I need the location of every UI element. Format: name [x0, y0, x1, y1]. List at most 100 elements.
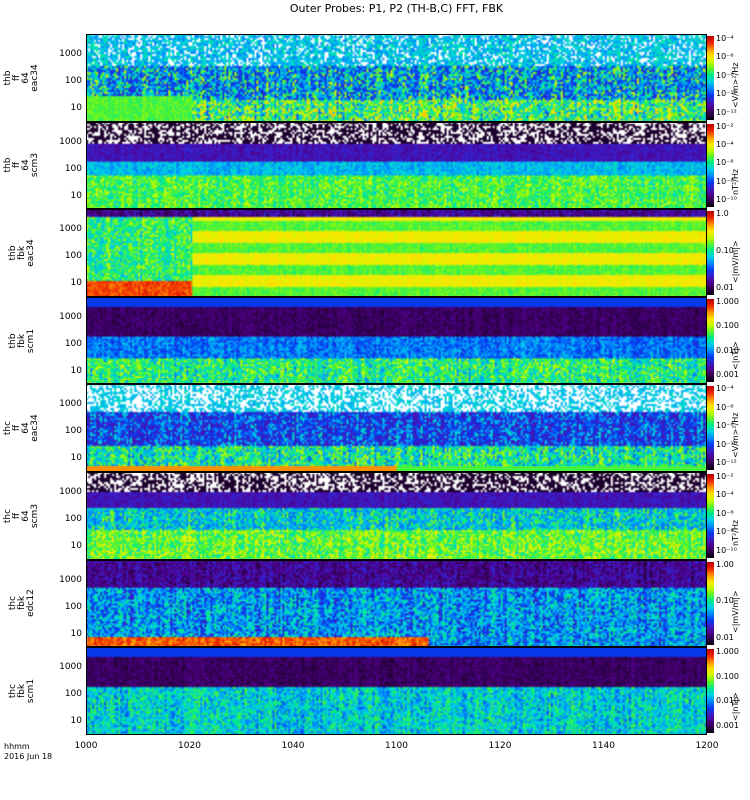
panel-label-word: scm1 [25, 678, 36, 704]
panel-label-thc_ff_scm3: thc ff 64 scm3 [2, 496, 42, 536]
y-tick-label: 10 [70, 365, 82, 376]
spectrogram-panel-thc_ff_eac34 [86, 384, 707, 472]
colorbar-tick-label: 10⁻⁴ [716, 140, 734, 149]
y-tick-label: 10 [70, 541, 82, 551]
y-tick-label: 100 [64, 338, 82, 349]
y-tick-label: 1000 [59, 136, 82, 147]
spectrogram-panel-thc_fbk_scm1 [86, 647, 707, 735]
colorbar-tick-label: 10⁻⁶ [716, 508, 734, 518]
chart-title: Outer Probes: P1, P2 (TH-B,C) FFT, FBK [289, 2, 504, 15]
y-tick-label: 1000 [59, 662, 82, 673]
colorbar-thc_fbk_e12 [707, 561, 714, 646]
y-tick-label: 1000 [59, 224, 82, 235]
spectrogram-panel-thb_ff_scm3 [86, 121, 707, 210]
colorbar-tick-label: 1.000 [716, 296, 739, 306]
colorbar-tick-label: 10⁻² [716, 121, 734, 131]
colorbar-tick-label: 0.001 [716, 720, 739, 730]
colorbar-tick-label: 10⁻¹⁰ [716, 545, 737, 555]
panel-label-word: scm3 [30, 153, 40, 178]
x-tick-label: 1040 [281, 741, 305, 751]
colorbar-tick-label: 0.10 [716, 596, 734, 606]
colorbar-thb_fbk_e12 [707, 211, 714, 295]
y-tick-label: 1000 [59, 574, 82, 585]
colorbar-tick-label: 10⁻⁴ [716, 34, 734, 43]
colorbar-thc_ff_eac34 [707, 386, 714, 470]
colorbar-tick-label: 10⁻⁶ [716, 158, 734, 168]
spectrogram-image-thc_fbk_scm1 [86, 647, 707, 735]
colorbar-tick-label: 10⁻⁶ [716, 402, 734, 412]
colorbar-unit-label: nT²/Hz [731, 519, 740, 546]
panel-label-thc_fbk_scm1: thc fbk scm1 [2, 671, 42, 711]
x-tick-label: 1100 [385, 741, 408, 751]
panel-label-word: eac34 [30, 64, 40, 92]
colorbar-tick-label: 10⁻¹⁰ [716, 195, 737, 205]
spectrogram-panel-thb_fbk_scm1 [86, 296, 707, 385]
y-tick-label: 10 [70, 103, 82, 113]
x-tick-label: 1140 [592, 741, 615, 751]
colorbar-tick-label: 10⁻¹⁰ [716, 439, 737, 449]
x-tick-label: 1120 [488, 741, 512, 751]
x-axis-date: 2016 Jun 18 [4, 752, 53, 761]
y-tick-label: 100 [64, 689, 82, 700]
colorbar-tick-label: 0.100 [716, 321, 739, 331]
spectrogram-image-thb_fbk_scm1 [86, 296, 707, 385]
panel-label-thb_ff_scm3: thb ff 64 scm3 [2, 145, 42, 185]
spectrogram-panel-thc_fbk_e12 [86, 559, 707, 648]
colorbar-tick-label: 0.01 [716, 633, 734, 643]
colorbar-thc_fbk_scm1 [707, 649, 714, 733]
colorbar-tick-label: 0.010 [716, 696, 739, 706]
colorbar-tick-label: 10⁻⁴ [716, 490, 734, 500]
panel-label-thb_ff_eac34: thb ff 64 eac34 [2, 58, 42, 98]
colorbar-unit-label: <|mV/m|> [731, 240, 740, 283]
colorbar-tick-label: 0.100 [716, 671, 739, 681]
colorbar-tick-label: 10⁻¹⁰ [716, 89, 737, 99]
x-tick-label: 1200 [695, 741, 719, 751]
colorbar-unit-label: <|nT|> [731, 341, 740, 371]
panel-label-word: scm1 [25, 328, 36, 353]
colorbar-tick-label: 10⁻¹² [716, 458, 737, 467]
y-tick-label: 1000 [59, 487, 82, 497]
y-tick-label: 100 [64, 426, 82, 437]
y-tick-label: 10 [70, 716, 82, 727]
colorbar-thb_fbk_scm1 [707, 298, 714, 383]
panel-label-word: scm3 [30, 503, 40, 528]
x-tick-label: 1020 [178, 741, 201, 751]
y-tick-label: 100 [64, 163, 82, 174]
colorbar-tick-label: 1.0 [716, 209, 729, 219]
panel-label-thc_ff_eac34: thc ff 64 eac34 [2, 408, 42, 448]
colorbar-unit-label: <|nT|> [731, 692, 740, 721]
colorbar-tick-label: 10⁻⁴ [716, 384, 734, 394]
y-tick-label: 1000 [59, 399, 82, 410]
spectrogram-image-thb_fbk_e12 [86, 209, 707, 297]
colorbar-tick-label: 0.001 [716, 370, 739, 380]
colorbar-tick-label: 10⁻⁶ [716, 52, 734, 62]
spectrogram-panel-thb_fbk_e12 [86, 209, 707, 297]
x-axis-label: hhmm [4, 742, 30, 751]
y-tick-label: 10 [70, 278, 82, 289]
colorbar-tick-label: 10⁻⁸ [716, 70, 734, 80]
panel-label-word: edc12 [25, 589, 36, 618]
colorbar-unit-label: <|mV/m|> [731, 590, 740, 634]
colorbar-thb_ff_scm3 [707, 123, 714, 208]
panel-label-word: eac34 [25, 239, 36, 267]
spectrogram-image-thc_ff_eac34 [86, 384, 707, 472]
y-tick-label: 1000 [59, 49, 82, 59]
y-tick-label: 1000 [59, 311, 82, 322]
spectrogram-panel-thb_ff_eac34 [86, 34, 707, 122]
y-tick-label: 10 [70, 190, 82, 201]
panel-label-thb_fbk_e12: thb fbk eac34 [2, 233, 42, 273]
colorbar-tick-label: 10⁻⁸ [716, 421, 734, 431]
spectrogram-panel-thc_ff_scm3 [86, 472, 707, 560]
y-tick-label: 100 [64, 76, 82, 86]
colorbar-tick-label: 0.01 [716, 282, 734, 292]
y-tick-label: 100 [64, 514, 82, 524]
colorbar-tick-label: 1.000 [716, 647, 739, 657]
colorbar-unit-label: nT²/Hz [731, 169, 740, 196]
panel-label-thc_fbk_e12: thc fbk edc12 [2, 583, 42, 623]
colorbar-tick-label: 1.00 [716, 559, 734, 569]
colorbar-thb_ff_eac34 [707, 36, 714, 120]
colorbar-tick-label: 10⁻² [716, 472, 734, 481]
colorbar-tick-label: 0.10 [716, 246, 734, 255]
spectrogram-image-thc_fbk_e12 [86, 559, 707, 648]
y-tick-label: 100 [64, 251, 82, 262]
